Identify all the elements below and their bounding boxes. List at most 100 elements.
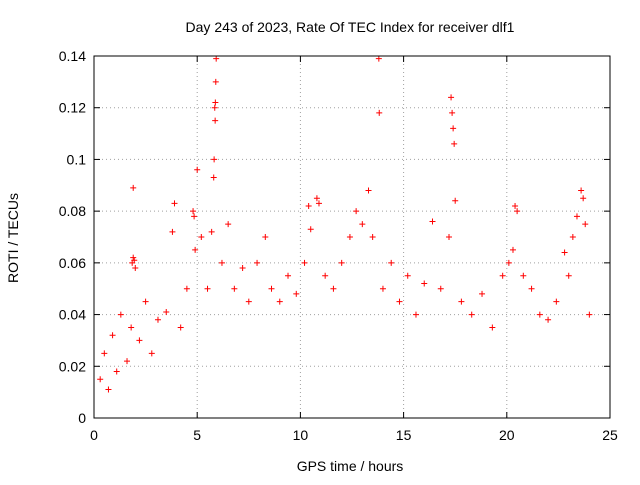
y-tick-label: 0.02: [59, 358, 86, 374]
data-point: [536, 311, 543, 318]
chart-title: Day 243 of 2023, Rate Of TEC Index for r…: [186, 19, 515, 35]
data-point: [375, 55, 382, 62]
data-point: [452, 197, 459, 204]
data-point: [376, 109, 383, 116]
data-point: [212, 99, 219, 106]
data-point: [132, 265, 139, 272]
data-point: [213, 55, 220, 62]
plot-frame: [93, 55, 611, 419]
data-point: [528, 285, 535, 292]
data-point: [198, 234, 205, 240]
data-points: [97, 55, 593, 393]
data-point: [514, 208, 521, 215]
data-point: [578, 187, 585, 194]
data-point: [262, 234, 269, 240]
data-point: [489, 324, 496, 331]
data-point: [192, 246, 199, 253]
data-point: [450, 125, 457, 132]
data-point: [315, 200, 322, 207]
y-tick-label: 0: [78, 410, 86, 426]
data-point: [301, 259, 308, 266]
data-point: [194, 166, 201, 173]
data-point: [113, 368, 120, 375]
data-point: [479, 290, 486, 297]
y-tick-label: 0.04: [59, 307, 86, 323]
data-point: [412, 311, 419, 318]
data-point: [204, 285, 211, 292]
data-point: [446, 234, 453, 240]
data-point: [254, 259, 261, 266]
data-point: [553, 298, 560, 305]
data-point: [353, 208, 360, 215]
data-point: [458, 298, 465, 305]
data-point: [131, 257, 138, 264]
data-point: [468, 311, 475, 318]
x-axis-label: GPS time / hours: [297, 458, 404, 474]
data-point: [211, 104, 218, 111]
data-point: [239, 265, 246, 272]
data-point: [451, 140, 458, 147]
data-point: [210, 174, 217, 181]
data-point: [183, 285, 190, 292]
x-tick-label: 20: [499, 427, 515, 443]
data-point: [105, 386, 112, 393]
data-point: [124, 358, 131, 365]
data-point: [448, 94, 455, 101]
data-point: [97, 376, 104, 383]
y-tick-label: 0.14: [59, 48, 86, 64]
data-point: [565, 272, 572, 279]
x-tick-label: 0: [90, 427, 98, 443]
data-point: [379, 285, 386, 292]
data-point: [142, 298, 149, 305]
data-point: [512, 202, 519, 209]
y-axis-label: ROTI / TECUs: [5, 193, 21, 283]
data-point: [211, 156, 218, 163]
data-point: [285, 272, 292, 279]
data-point: [276, 298, 283, 305]
y-tick-label: 0.1: [67, 151, 87, 167]
data-point: [169, 228, 176, 235]
data-point: [520, 272, 527, 279]
data-point: [545, 316, 552, 323]
data-point: [218, 259, 225, 266]
data-point: [429, 218, 436, 225]
data-point: [191, 213, 198, 220]
data-point: [148, 350, 155, 357]
data-point: [369, 234, 376, 240]
data-point: [293, 290, 300, 297]
data-point: [359, 221, 366, 228]
data-point: [437, 285, 444, 292]
data-point: [561, 249, 568, 256]
data-point: [171, 200, 178, 207]
data-point: [449, 109, 456, 116]
x-tick-label: 15: [396, 427, 412, 443]
data-point: [586, 311, 593, 318]
data-point: [404, 272, 411, 279]
x-tick-label: 10: [293, 427, 309, 443]
data-point: [245, 298, 252, 305]
data-point: [154, 316, 161, 323]
data-point: [128, 324, 135, 331]
data-point: [505, 259, 512, 266]
data-point: [231, 285, 238, 292]
data-point: [509, 246, 516, 253]
data-point: [313, 195, 320, 202]
data-point: [109, 332, 116, 339]
data-point: [573, 213, 580, 220]
data-point: [346, 234, 353, 240]
y-tick-label: 0.06: [59, 255, 86, 271]
data-point: [136, 337, 143, 344]
data-point: [130, 184, 137, 191]
data-point: [499, 272, 506, 279]
data-point: [212, 78, 219, 85]
data-point: [190, 208, 197, 215]
data-point: [330, 285, 337, 292]
data-point: [212, 117, 219, 124]
x-tick-label: 5: [193, 427, 201, 443]
data-point: [388, 259, 395, 266]
y-tick-label: 0.12: [59, 100, 86, 116]
data-point: [307, 226, 314, 233]
data-point: [117, 311, 124, 318]
